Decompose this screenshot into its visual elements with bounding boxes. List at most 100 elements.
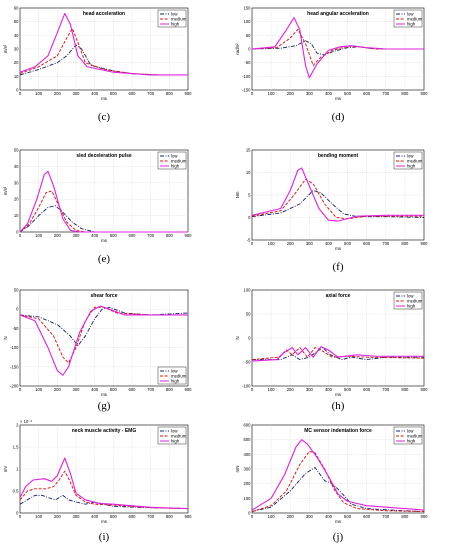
panel-label: (f) — [333, 261, 344, 273]
x-tick-label: 800 — [401, 514, 409, 519]
legend-label: low — [407, 12, 414, 17]
y-tick-label: 30 — [14, 47, 19, 52]
y-tick-label: 10 — [246, 170, 251, 175]
plot-title: neck muscle activity - EMG — [72, 428, 137, 434]
series-line-medium — [251, 450, 425, 513]
y-tick-label: 0 — [248, 47, 251, 52]
y-tick-label: 20 — [14, 60, 19, 65]
x-tick-label: 400 — [325, 387, 333, 392]
y-tick-label: 20 — [14, 197, 19, 202]
plot-title: head angular acceleration — [307, 11, 369, 17]
x-tick-label: 700 — [382, 91, 390, 96]
y-tick-label: 0 — [16, 88, 19, 93]
x-tick-label: 600 — [363, 387, 371, 392]
x-tick-label: 600 — [363, 91, 371, 96]
legend-label: low — [407, 294, 414, 299]
y-tick-label: 100 — [244, 288, 252, 293]
plot-title: sled deceleration pulse — [76, 153, 132, 159]
x-tick-label: 700 — [147, 387, 155, 392]
panel-label: (j) — [333, 531, 344, 543]
y-tick-label: 150 — [244, 6, 252, 11]
x-tick-label: 700 — [147, 514, 155, 519]
x-tick-label: 300 — [73, 514, 81, 519]
x-tick-label: 0 — [19, 91, 22, 96]
x-tick-label: 400 — [325, 91, 333, 96]
x-axis-label: ms — [101, 238, 108, 243]
legend-label: low — [171, 369, 178, 374]
y-tick-label: 10 — [14, 213, 19, 218]
y-tick-label: 0 — [16, 511, 19, 516]
x-tick-label: 100 — [35, 233, 43, 238]
x-tick-label: 600 — [129, 91, 137, 96]
legend-label: low — [407, 429, 414, 434]
panel-e: 0 100 200 300 400 500 600 700 800 90001020304050m… — [3, 148, 192, 266]
panel-h: 0 100 200 300 400 500 600 700 800 900 -100 -50 0 50 10… — [235, 288, 428, 413]
x-tick-label: 800 — [401, 91, 409, 96]
x-axis-label: ms — [335, 519, 342, 524]
x-tick-label: 200 — [54, 233, 62, 238]
x-tick-label: 600 — [129, 514, 137, 519]
series-line-high — [19, 170, 188, 233]
y-tick-label: 40 — [14, 164, 19, 169]
x-tick-label: 900 — [185, 233, 193, 238]
panel-label: (e) — [98, 253, 111, 265]
x-tick-label: 400 — [91, 233, 99, 238]
y-tick-label: 2 — [16, 423, 19, 428]
plot-title: bending moment — [318, 153, 359, 159]
series-line-high — [19, 12, 188, 76]
y-tick-label: 0.5 — [13, 489, 19, 494]
series-line-high — [19, 457, 189, 510]
y-tick-label: -100 — [242, 384, 251, 389]
x-tick-label: 300 — [306, 241, 314, 246]
x-tick-label: 200 — [287, 514, 295, 519]
series-line-high — [251, 346, 424, 362]
legend-box — [393, 426, 423, 445]
y-tick-label: -50 — [244, 60, 251, 65]
panel-d: 0 100 200 300 400 500 600 700 800 900 -150 -100 -50 0… — [235, 6, 428, 124]
legend-label: high — [407, 22, 416, 27]
x-tick-label: 600 — [363, 514, 371, 519]
x-tick-label: 800 — [401, 387, 409, 392]
x-tick-label: 300 — [306, 514, 314, 519]
x-tick-label: 200 — [54, 514, 62, 519]
y-tick-label: 50 — [246, 33, 251, 38]
x-tick-label: 400 — [91, 514, 99, 519]
x-axis-label: ms — [101, 96, 108, 101]
y-tick-label: -200 — [10, 384, 19, 389]
x-tick-label: 200 — [287, 241, 295, 246]
legend-label: high — [171, 164, 180, 169]
legend-label: high — [407, 164, 416, 169]
y-tick-label: -150 — [242, 88, 251, 93]
y-tick-label: 1 — [16, 467, 19, 472]
legend-label: high — [171, 22, 180, 27]
panel-c: 0 100 200 300 400 500 600 700 800 900010203040506… — [3, 6, 192, 124]
y-tick-label: 300 — [244, 467, 252, 472]
y-axis-label: N — [3, 336, 8, 339]
legend-label: low — [407, 154, 414, 159]
y-axis-label: rad/s² — [235, 43, 240, 55]
panel-f: 0 100 200 300 400 500 600 700 800 900-5051015msNm… — [235, 148, 428, 274]
x-tick-label: 900 — [421, 91, 429, 96]
legend-label: medium — [407, 434, 423, 439]
x-tick-label: 100 — [35, 91, 43, 96]
x-axis-label: ms — [101, 392, 108, 397]
legend-box — [157, 366, 187, 385]
x-axis-label: ms — [101, 519, 108, 524]
x-tick-label: 600 — [129, 233, 137, 238]
x-tick-label: 200 — [287, 387, 295, 392]
x-tick-label: 0 — [19, 387, 22, 392]
series-line-medium — [19, 190, 188, 233]
x-tick-label: 700 — [147, 233, 155, 238]
y-tick-label: 0 — [248, 511, 251, 516]
x-tick-label: 900 — [185, 387, 193, 392]
x-tick-label: 0 — [251, 241, 254, 246]
y-tick-label: -50 — [244, 360, 251, 365]
legend-label: low — [171, 12, 178, 17]
series-line-high — [19, 305, 188, 376]
x-tick-label: 500 — [110, 233, 118, 238]
plot-title: head acceleration — [83, 11, 125, 17]
legend-label: low — [171, 429, 178, 434]
